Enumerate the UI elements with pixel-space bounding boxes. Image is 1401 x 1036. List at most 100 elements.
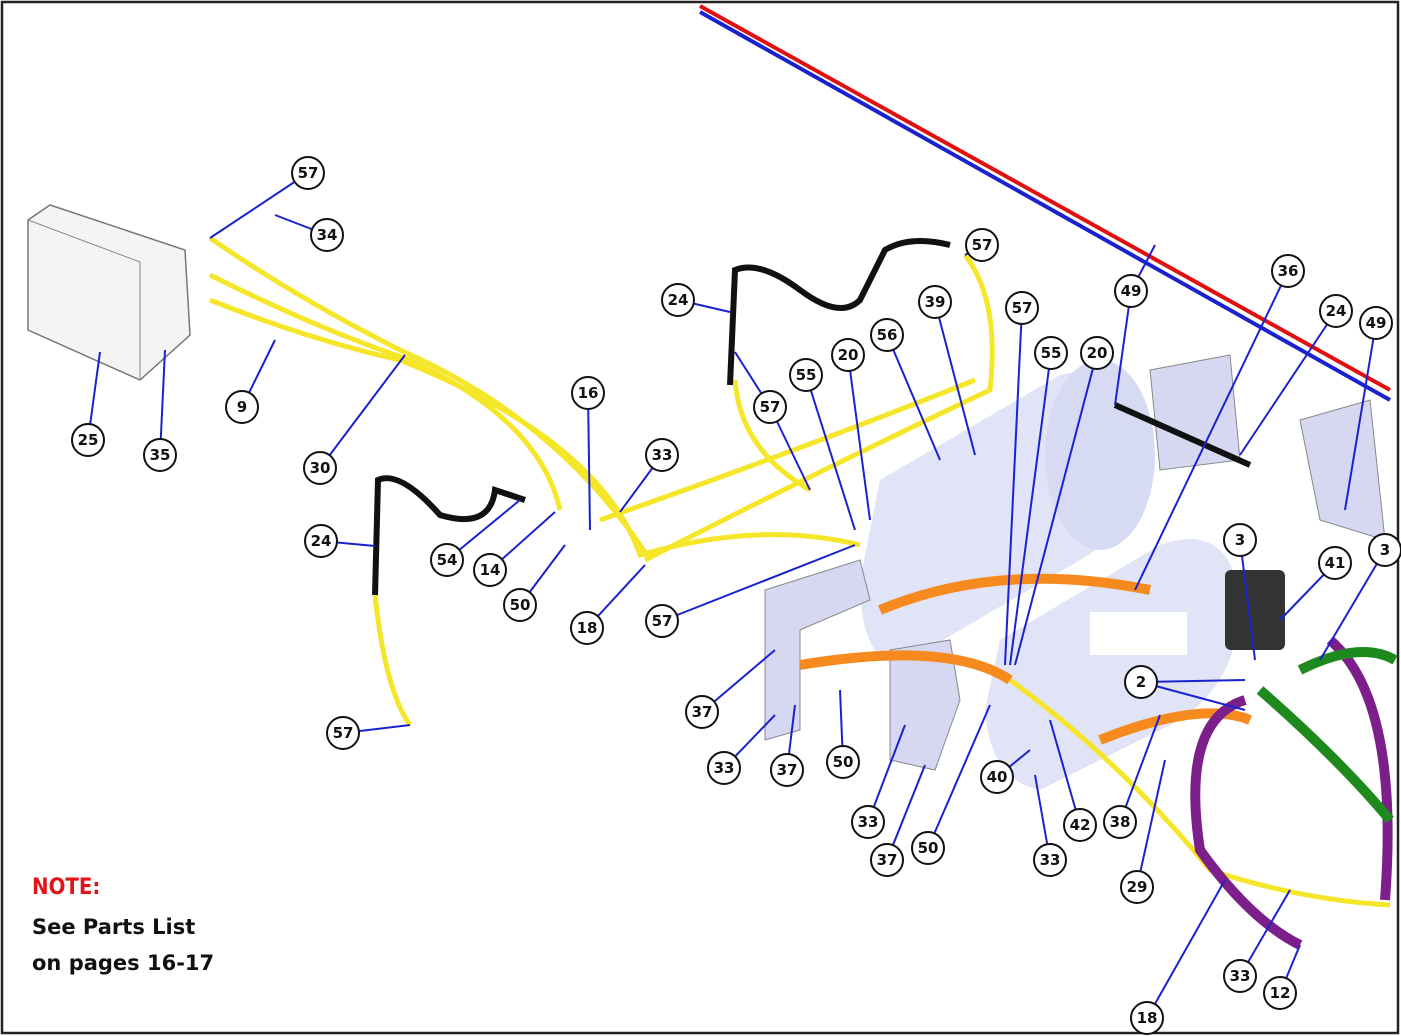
mask xyxy=(1190,468,1287,513)
callout-circle xyxy=(143,438,177,472)
callout-label: 57 xyxy=(760,398,781,416)
mask xyxy=(1090,612,1187,655)
callout-circle xyxy=(71,423,105,457)
leader-line xyxy=(934,301,976,456)
callout-label: 38 xyxy=(1110,813,1131,831)
leader-line xyxy=(1239,310,1337,456)
callout-circle xyxy=(430,543,464,577)
callout-circle xyxy=(1124,665,1158,699)
callout-circle xyxy=(473,553,507,587)
callout-label: 57 xyxy=(652,612,673,630)
callout-circle xyxy=(1263,976,1297,1010)
callout-circle xyxy=(1034,336,1068,370)
callout-label: 33 xyxy=(858,813,879,831)
callout-label: 33 xyxy=(1230,967,1251,985)
callout-label: 25 xyxy=(78,431,99,449)
callout-circle xyxy=(753,390,787,424)
callout-circle xyxy=(826,745,860,779)
leader-line xyxy=(1344,322,1377,511)
leader-line xyxy=(847,354,871,521)
leader-line xyxy=(159,349,166,456)
callout-label: 18 xyxy=(577,619,598,637)
callout-label: 24 xyxy=(1326,302,1347,320)
callout-label: 54 xyxy=(437,551,458,569)
callout-circle xyxy=(1130,1001,1164,1035)
note: NOTE: See Parts List on pages 16-17 xyxy=(32,875,214,975)
callout-circle xyxy=(870,318,904,352)
leader-line xyxy=(209,172,309,239)
callout-label: 37 xyxy=(692,703,713,721)
wiring xyxy=(699,4,1391,402)
callout-circle xyxy=(326,716,360,750)
leader-line xyxy=(886,334,941,461)
callout-label: 24 xyxy=(668,291,689,309)
callout-circle xyxy=(310,218,344,252)
callout-circle xyxy=(1223,959,1257,993)
leader-line xyxy=(1146,879,1226,1019)
callout-label: 49 xyxy=(1121,282,1142,300)
callout-label: 34 xyxy=(317,226,338,244)
leader-line xyxy=(927,704,991,849)
leader-line xyxy=(319,354,406,469)
callout-label: 33 xyxy=(652,446,673,464)
callout-circle xyxy=(1103,805,1137,839)
callout-circle xyxy=(770,753,804,787)
callout-circle xyxy=(645,604,679,638)
note-title: NOTE: xyxy=(32,875,100,900)
callout-circle xyxy=(1114,274,1148,308)
callout-circle xyxy=(918,285,952,319)
callout-label: 16 xyxy=(578,384,599,402)
leader-line xyxy=(1136,759,1166,888)
callout-circle xyxy=(1223,523,1257,557)
callout-label: 57 xyxy=(298,164,319,182)
callout-circle xyxy=(291,156,325,190)
leader-line xyxy=(1319,549,1386,661)
callout-circle xyxy=(571,376,605,410)
callout-label: 33 xyxy=(714,759,735,777)
leader-line xyxy=(805,374,856,531)
callout-label: 41 xyxy=(1325,554,1346,572)
callout-label: 50 xyxy=(833,753,854,771)
callout-circle xyxy=(1120,870,1154,904)
callout-label: 57 xyxy=(1012,299,1033,317)
callout-label: 18 xyxy=(1137,1009,1158,1027)
callout-label: 56 xyxy=(877,326,898,344)
control-box xyxy=(27,204,191,381)
callout-label: 37 xyxy=(877,851,898,869)
callout-circle xyxy=(303,451,337,485)
callout-label: 30 xyxy=(310,459,331,477)
leader-line xyxy=(1239,539,1256,661)
callout-circle xyxy=(304,524,338,558)
brackets xyxy=(764,354,1386,771)
leader-line xyxy=(1014,352,1098,666)
callout-circle xyxy=(1368,533,1401,567)
callout-label: 3 xyxy=(1380,541,1390,559)
callout-label: 36 xyxy=(1278,262,1299,280)
leader-line xyxy=(867,724,906,823)
leader-line xyxy=(1140,681,1246,711)
callout-circle xyxy=(645,438,679,472)
leader-line xyxy=(1140,679,1246,683)
callout-circle xyxy=(1359,306,1393,340)
callout-circle xyxy=(1005,291,1039,325)
callout-label: 50 xyxy=(918,839,939,857)
callout-label: 49 xyxy=(1366,314,1387,332)
callout-label: 37 xyxy=(777,761,798,779)
callout-label: 33 xyxy=(1040,851,1061,869)
callout-circle xyxy=(707,751,741,785)
callout-label: 12 xyxy=(1270,984,1291,1002)
callout-circle xyxy=(965,228,999,262)
callout-circle xyxy=(1318,546,1352,580)
callout-circle xyxy=(1319,294,1353,328)
callout-circle xyxy=(1080,336,1114,370)
callout-circle xyxy=(661,283,695,317)
leader-line xyxy=(1114,290,1132,406)
callout-circle xyxy=(570,611,604,645)
callout-label: 39 xyxy=(925,293,946,311)
leader-line xyxy=(1009,352,1052,666)
callout-label: 29 xyxy=(1127,878,1148,896)
callout-circle xyxy=(1271,254,1305,288)
callout-label: 3 xyxy=(1235,531,1245,549)
